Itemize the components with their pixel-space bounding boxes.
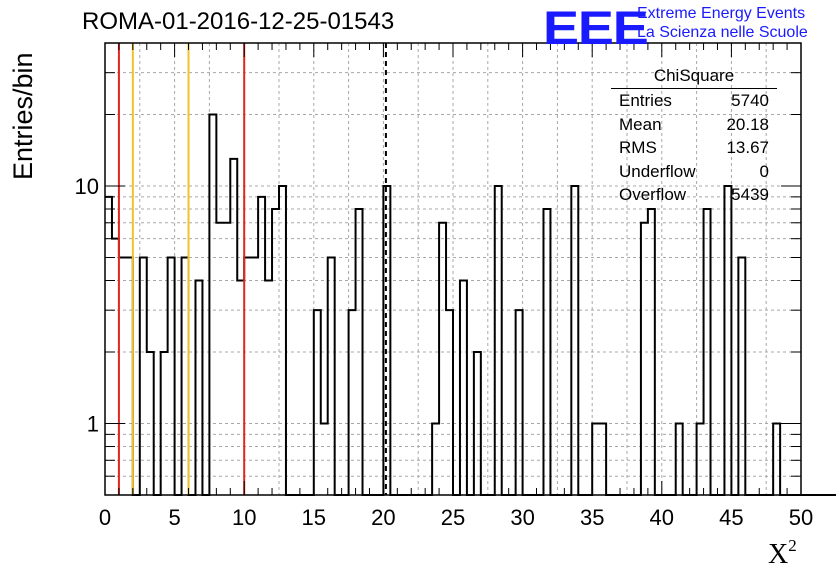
histogram-bin [314,310,321,495]
x-tick-label: 40 [650,505,674,530]
histogram-bin [265,281,272,495]
y-axis-label: Entries/bin [8,52,38,180]
histogram-bin [641,223,648,495]
histogram-bin [216,223,223,495]
eee-logo: EEE [543,1,649,54]
histogram-bin [126,257,133,495]
x-tick-label: 30 [510,505,534,530]
x-tick-label: 20 [371,505,395,530]
histogram-bin [724,186,731,495]
histogram-bin [446,310,453,495]
y-tick-label: 1 [87,412,99,437]
histogram-bin [244,257,251,495]
x-axis-label: X2 [768,536,797,570]
x-tick-label: 35 [580,505,604,530]
stats-row-mean: Mean 20.18 [619,114,769,134]
histogram-bin [168,257,175,495]
histogram-bin [439,223,446,495]
chart-title: ROMA-01-2016-12-25-01543 [82,8,395,35]
reference-lines [117,43,387,495]
histogram-bin [251,257,258,495]
histogram-bin [516,310,523,495]
histogram-bin [223,223,230,495]
histogram-bin [460,281,467,495]
stats-box: ChiSquare Entries 5740 Mean 20.18 RMS 13.67… [611,66,777,207]
histogram-bin [140,257,147,495]
histogram-bin [182,257,189,495]
histogram-bin [328,257,335,495]
histogram-bin [237,281,244,495]
x-tick-label: 45 [719,505,743,530]
stats-row-entries: Entries 5740 [619,91,769,110]
histogram-bin [349,310,356,495]
histogram-bin [119,257,126,495]
axes: 0 5 10 15 20 25 30 35 40 45 50 1 10 [75,42,813,530]
stats-row-overflow: Overflow 5439 [619,185,769,204]
x-tick-label: 15 [302,505,326,530]
x-tick-label: 0 [99,505,111,530]
logo-line-2: La Scienza nelle Scuole [637,24,808,41]
histogram-bin [209,114,216,495]
x-tick-label: 25 [441,505,465,530]
histogram-bin [571,186,578,495]
x-tick-label: 5 [168,505,180,530]
histogram-bin [105,197,112,495]
x-tick-label: 50 [789,505,813,530]
stats-row-rms: RMS 13.67 [619,138,769,157]
logo-line-1: Extreme Energy Events [637,5,806,22]
histogram-bin [112,239,119,495]
histogram-bin [195,281,202,495]
x-tick-label: 10 [232,505,256,530]
y-tick-label: 10 [75,174,99,199]
histogram-bin [738,257,745,495]
stats-row-underflow: Underflow 0 [619,161,769,181]
histogram-bin [258,197,265,495]
histogram-bin [279,186,286,495]
stats-title: ChiSquare [611,66,777,89]
histogram-bin [495,186,502,495]
